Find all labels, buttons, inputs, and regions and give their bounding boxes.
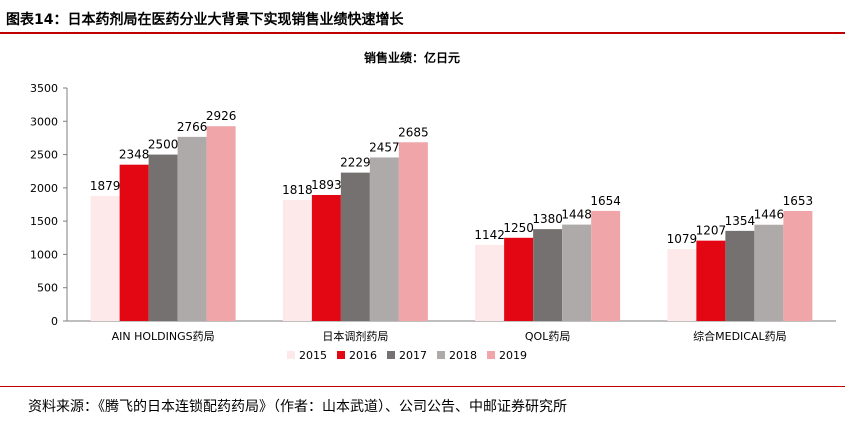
bar-2016-2 xyxy=(504,237,534,321)
y-tick-label: 0 xyxy=(51,315,58,328)
legend-label: 2015 xyxy=(299,349,327,362)
legend-swatch-2018 xyxy=(437,351,445,359)
bar-2018-3 xyxy=(754,224,784,321)
data-label: 1079 xyxy=(667,232,698,246)
y-axis: 0 500 1000 1500 2000 2500 3000 3500 xyxy=(30,82,68,328)
legend-swatch-2015 xyxy=(287,351,295,359)
bar-2017-1 xyxy=(340,172,370,321)
legend-swatch-2017 xyxy=(387,351,395,359)
bar-2017-0 xyxy=(148,154,178,321)
legend-label: 2017 xyxy=(399,349,427,362)
bar-chart: 销售业绩：亿日元 0 500 1000 1500 2000 2500 3000 3500 AI… xyxy=(30,50,836,362)
y-tick-label: 1000 xyxy=(30,248,58,261)
data-label: 1207 xyxy=(696,224,727,238)
bar-2017-3 xyxy=(725,230,755,321)
legend-label: 2018 xyxy=(449,349,477,362)
data-label: 1818 xyxy=(282,183,313,197)
legend-label: 2019 xyxy=(499,349,527,362)
x-category-label: QOL药局 xyxy=(525,330,570,343)
data-label: 1446 xyxy=(754,208,785,222)
bar-2018-2 xyxy=(562,224,592,321)
x-category-label: AIN HOLDINGS药局 xyxy=(112,330,215,343)
bar-2016-3 xyxy=(696,240,726,321)
source-note: 资料来源：《腾飞的日本连锁配药药局》（作者：山本武道）、公司公告、中邮证券研究所 xyxy=(28,399,567,415)
y-tick-label: 2500 xyxy=(30,149,58,162)
bar-2019-1 xyxy=(398,142,428,321)
x-category-label: 综合MEDICAL药局 xyxy=(693,329,787,343)
data-label: 1142 xyxy=(474,228,505,242)
bar-2015-2 xyxy=(475,244,505,321)
legend-label: 2016 xyxy=(349,349,377,362)
y-tick-label: 3000 xyxy=(30,115,58,128)
y-tick-label: 1500 xyxy=(30,215,58,228)
legend-swatch-2019 xyxy=(487,351,495,359)
data-label: 2457 xyxy=(369,140,400,154)
data-label: 2685 xyxy=(398,125,429,139)
bar-2019-2 xyxy=(591,210,621,321)
bar-2016-1 xyxy=(311,194,341,321)
bar-2015-1 xyxy=(282,199,312,321)
bar-2015-0 xyxy=(90,195,120,321)
y-tick-label: 3500 xyxy=(30,82,58,95)
data-label: 1654 xyxy=(590,194,621,208)
source-divider xyxy=(0,386,845,387)
data-label: 2229 xyxy=(340,156,371,170)
data-label: 2500 xyxy=(148,138,179,152)
data-label: 1879 xyxy=(90,179,121,193)
bar-2018-0 xyxy=(177,136,207,321)
bar-2019-3 xyxy=(783,210,813,321)
data-label: 2766 xyxy=(177,120,208,134)
data-label: 1380 xyxy=(532,212,563,226)
y-tick-label: 500 xyxy=(37,282,58,295)
bar-2018-1 xyxy=(369,157,399,321)
bar-2019-0 xyxy=(206,126,236,321)
title-divider xyxy=(0,32,845,34)
data-label: 1250 xyxy=(503,221,534,235)
bar-2017-2 xyxy=(533,229,563,321)
data-label: 2348 xyxy=(119,148,150,162)
x-axis: AIN HOLDINGS药局 日本调剂药局 QOL药局 综合MEDICAL药局 xyxy=(67,320,836,343)
bar-2016-0 xyxy=(119,164,149,321)
chart-title: 销售业绩：亿日元 xyxy=(364,50,460,65)
data-label: 1448 xyxy=(561,208,592,222)
data-label: 2926 xyxy=(206,109,237,123)
figure-title: 图表14：日本药剂局在医药分业大背景下实现销售业绩快速增长 xyxy=(6,12,404,28)
x-category-label: 日本调剂药局 xyxy=(322,329,388,343)
legend-swatch-2016 xyxy=(337,351,345,359)
legend: 2015 2016 2017 2018 2019 xyxy=(287,349,527,362)
data-label: 1354 xyxy=(725,214,756,228)
data-label: 1653 xyxy=(783,194,814,208)
y-tick-label: 2000 xyxy=(30,182,58,195)
bar-2015-3 xyxy=(667,249,697,321)
data-label: 1893 xyxy=(311,178,342,192)
